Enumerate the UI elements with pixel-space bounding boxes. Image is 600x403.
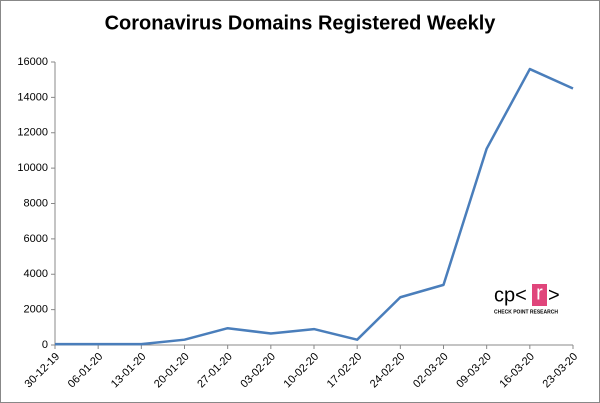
- y-tick-label: 6000: [24, 233, 48, 245]
- y-tick-label: 2000: [24, 304, 48, 316]
- line: [55, 67, 574, 346]
- y-tick-label: 0: [42, 339, 48, 351]
- logo-right: >: [548, 284, 560, 306]
- y-tick-label: 10000: [17, 162, 48, 174]
- logo-box: [532, 284, 547, 306]
- logo-mid: r: [536, 282, 543, 304]
- y-tick-label: 8000: [24, 197, 48, 209]
- logo-left: cp<: [494, 284, 527, 306]
- y-tick-label: 12000: [17, 127, 48, 139]
- chart-title: Coronavirus Domains Registered Weekly: [105, 12, 497, 34]
- y-tick-label: 16000: [17, 56, 48, 68]
- logo-caption: CHECK POINT RESEARCH: [494, 309, 558, 315]
- y-tick-label: 14000: [17, 91, 48, 103]
- logo: cp< r > CHECK POINT RESEARCH: [494, 282, 560, 315]
- y-tick-label: 4000: [24, 268, 48, 280]
